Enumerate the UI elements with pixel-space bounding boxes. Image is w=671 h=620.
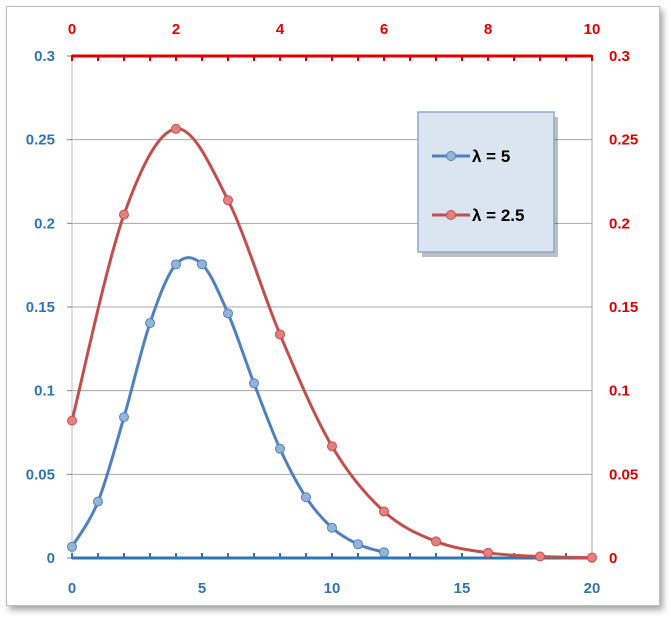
data-point: [249, 378, 259, 389]
data-point: [275, 329, 285, 340]
data-point: [327, 441, 337, 452]
data-point: [67, 415, 77, 426]
secondary-x-tick-label: 4: [276, 21, 285, 38]
secondary-x-tick-label: 8: [484, 21, 492, 38]
data-point: [67, 541, 77, 552]
legend-entry-label: λ = 5: [472, 147, 510, 166]
primary-x-tick-label: 20: [584, 580, 601, 597]
data-point: [483, 547, 493, 558]
data-point: [301, 492, 311, 503]
data-point: [379, 506, 389, 517]
data-point: [223, 308, 233, 319]
primary-x-tick-label: 10: [324, 580, 341, 597]
series-line: [70, 256, 386, 554]
secondary-x-tick-label: 6: [380, 21, 388, 38]
axes: 0 0.05 0.1 0.15 0.2 0.25 0.3 0 0.05 0.1 0.15 0.2 0.2…: [26, 21, 638, 597]
secondary-x-tick-label: 2: [172, 21, 180, 38]
secondary-y-tick-label: 0.3: [609, 48, 630, 65]
data-point: [587, 552, 597, 563]
data-point: [171, 123, 181, 134]
primary-y-tick-label: 0.25: [26, 132, 55, 149]
primary-x-tick-label: 5: [198, 580, 206, 597]
data-point: [197, 259, 207, 270]
primary-x-tick-label: 0: [68, 580, 76, 597]
data-point: [535, 551, 545, 562]
legend-box: [417, 111, 555, 253]
secondary-y-tick-label: 0.2: [609, 215, 630, 232]
legend-entry-label: λ = 2.5: [472, 206, 524, 225]
chart-frame: [6, 6, 660, 606]
primary-y-tick-label: 0.2: [34, 215, 55, 232]
secondary-x-tick-label: 10: [584, 21, 601, 38]
secondary-y-tick-label: 0.15: [609, 299, 638, 316]
secondary-y-tick-label: 0.25: [609, 132, 638, 149]
data-point: [275, 443, 285, 454]
data-point: [431, 536, 441, 547]
data-point: [379, 547, 389, 558]
legend-swatch-marker: [446, 151, 456, 161]
primary-y-tick-label: 0.3: [34, 48, 55, 65]
data-point: [171, 259, 181, 270]
secondary-y-tick-label: 0: [609, 550, 617, 567]
data-point: [223, 195, 233, 206]
data-point: [353, 539, 363, 550]
data-point: [119, 209, 129, 220]
data-point: [119, 412, 129, 423]
primary-x-tick-label: 15: [454, 580, 471, 597]
data-point: [93, 496, 103, 507]
legend-swatch-marker: [446, 210, 456, 220]
primary-y-tick-label: 0: [47, 550, 55, 567]
data-point: [145, 318, 155, 329]
primary-y-tick-label: 0.1: [34, 383, 55, 400]
data-point: [327, 522, 337, 533]
legend: λ = 5 λ = 2.5: [417, 111, 558, 257]
secondary-y-tick-label: 0.1: [609, 383, 630, 400]
series: [67, 123, 597, 563]
primary-y-tick-label: 0.05: [26, 466, 55, 483]
secondary-y-tick-label: 0.05: [609, 466, 638, 483]
secondary-x-tick-label: 0: [68, 21, 76, 38]
primary-y-tick-label: 0.15: [26, 299, 55, 316]
